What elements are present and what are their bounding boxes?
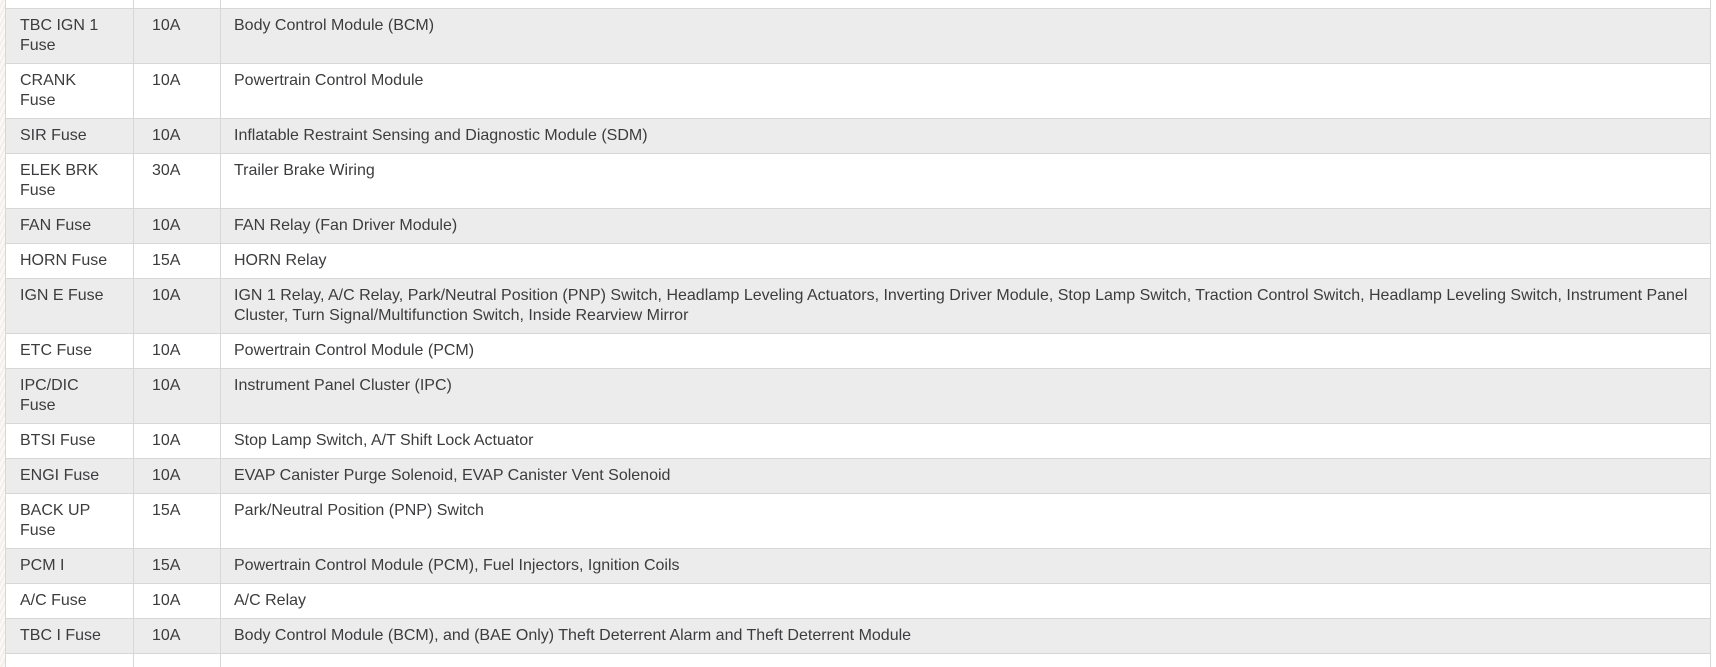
partial-row-top [5,0,1711,9]
amperage-cell: 10A [133,208,221,244]
fuse-row: FAN Fuse 10A FAN Relay (Fan Driver Module) [5,208,1711,244]
description-cell: FAN Relay (Fan Driver Module) [220,208,1711,244]
fuse-row: BACK UP Fuse 15A Park/Neutral Position (PN… [5,493,1711,549]
description-cell: Instrument Panel Cluster (IPC) [220,368,1711,424]
fuse-name-cell: IGN E Fuse [5,278,134,334]
description-cell: EVAP Canister Purge Solenoid, EVAP Canis… [220,458,1711,494]
fuse-row: ELEK BRK Fuse 30A Trailer Brake Wiring [5,153,1711,209]
amperage-cell: 10A [133,63,221,119]
description-cell: Powertrain Control Module (PCM) [220,333,1711,369]
amperage-cell: 15A [133,243,221,279]
page-left-edge-texture [0,0,5,667]
amperage-cell: 10A [133,618,221,654]
amperage-cell: 10A [133,118,221,154]
fuse-row: ENGI Fuse 10A EVAP Canister Purge Solenoid… [5,458,1711,494]
fuse-name-cell: FAN Fuse [5,208,134,244]
fuse-row: A/C Fuse 10A A/C Relay [5,583,1711,619]
fuse-name-cell [5,0,134,9]
description-cell: IGN 1 Relay, A/C Relay, Park/Neutral Pos… [220,278,1711,334]
fuse-name-cell: ENGI Fuse [5,458,134,494]
amperage-cell: 10A [133,423,221,459]
amperage-cell: 10A [133,368,221,424]
fuse-row: HORN Fuse 15A HORN Relay [5,243,1711,279]
amperage-cell [133,653,221,667]
fuse-row: TBC I Fuse 10A Body Control Module (BCM), … [5,618,1711,654]
fuse-row: IGN E Fuse 10A IGN 1 Relay, A/C Relay, Par… [5,278,1711,334]
description-cell: Park/Neutral Position (PNP) Switch [220,493,1711,549]
fuse-name-cell: TBC I Fuse [5,618,134,654]
amperage-cell: 10A [133,278,221,334]
amperage-cell: 10A [133,458,221,494]
description-cell [220,653,1711,667]
description-cell: Inflatable Restraint Sensing and Diagnos… [220,118,1711,154]
fuse-row: PCM I 15A Powertrain Control Module (PCM),… [5,548,1711,584]
description-cell: HORN Relay [220,243,1711,279]
description-cell: Powertrain Control Module (PCM), Fuel In… [220,548,1711,584]
fuse-name-cell: BTSI Fuse [5,423,134,459]
fuse-table: TBC IGN 1 Fuse 10A Body Control Module (BC… [5,0,1711,667]
amperage-cell: 15A [133,548,221,584]
amperage-cell: 15A [133,493,221,549]
fuse-name-cell: ELEK BRK Fuse [5,153,134,209]
fuse-name-cell: SIR Fuse [5,118,134,154]
description-cell: Powertrain Control Module [220,63,1711,119]
description-cell: Body Control Module (BCM) [220,8,1711,64]
description-cell: Stop Lamp Switch, A/T Shift Lock Actuato… [220,423,1711,459]
fuse-row: ETC Fuse 10A Powertrain Control Module (PC… [5,333,1711,369]
description-cell [220,0,1711,9]
description-cell: Trailer Brake Wiring [220,153,1711,209]
description-cell: Body Control Module (BCM), and (BAE Only… [220,618,1711,654]
amperage-cell [133,0,221,9]
amperage-cell: 10A [133,333,221,369]
fuse-name-cell: ETC Fuse [5,333,134,369]
description-cell: A/C Relay [220,583,1711,619]
fuse-name-cell: HORN Fuse [5,243,134,279]
fuse-name-cell [5,653,134,667]
fuse-name-cell: IPC/DIC Fuse [5,368,134,424]
fuse-row: TBC IGN 1 Fuse 10A Body Control Module (BC… [5,8,1711,64]
fuse-name-cell: A/C Fuse [5,583,134,619]
fuse-row: CRANK Fuse 10A Powertrain Control Module [5,63,1711,119]
partial-row-bottom [5,653,1711,667]
amperage-cell: 30A [133,153,221,209]
amperage-cell: 10A [133,583,221,619]
fuse-row: SIR Fuse 10A Inflatable Restraint Sensing … [5,118,1711,154]
fuse-name-cell: BACK UP Fuse [5,493,134,549]
fuse-name-cell: PCM I [5,548,134,584]
fuse-name-cell: TBC IGN 1 Fuse [5,8,134,64]
fuse-row: BTSI Fuse 10A Stop Lamp Switch, A/T Shift … [5,423,1711,459]
amperage-cell: 10A [133,8,221,64]
fuse-row: IPC/DIC Fuse 10A Instrument Panel Cluster … [5,368,1711,424]
fuse-name-cell: CRANK Fuse [5,63,134,119]
